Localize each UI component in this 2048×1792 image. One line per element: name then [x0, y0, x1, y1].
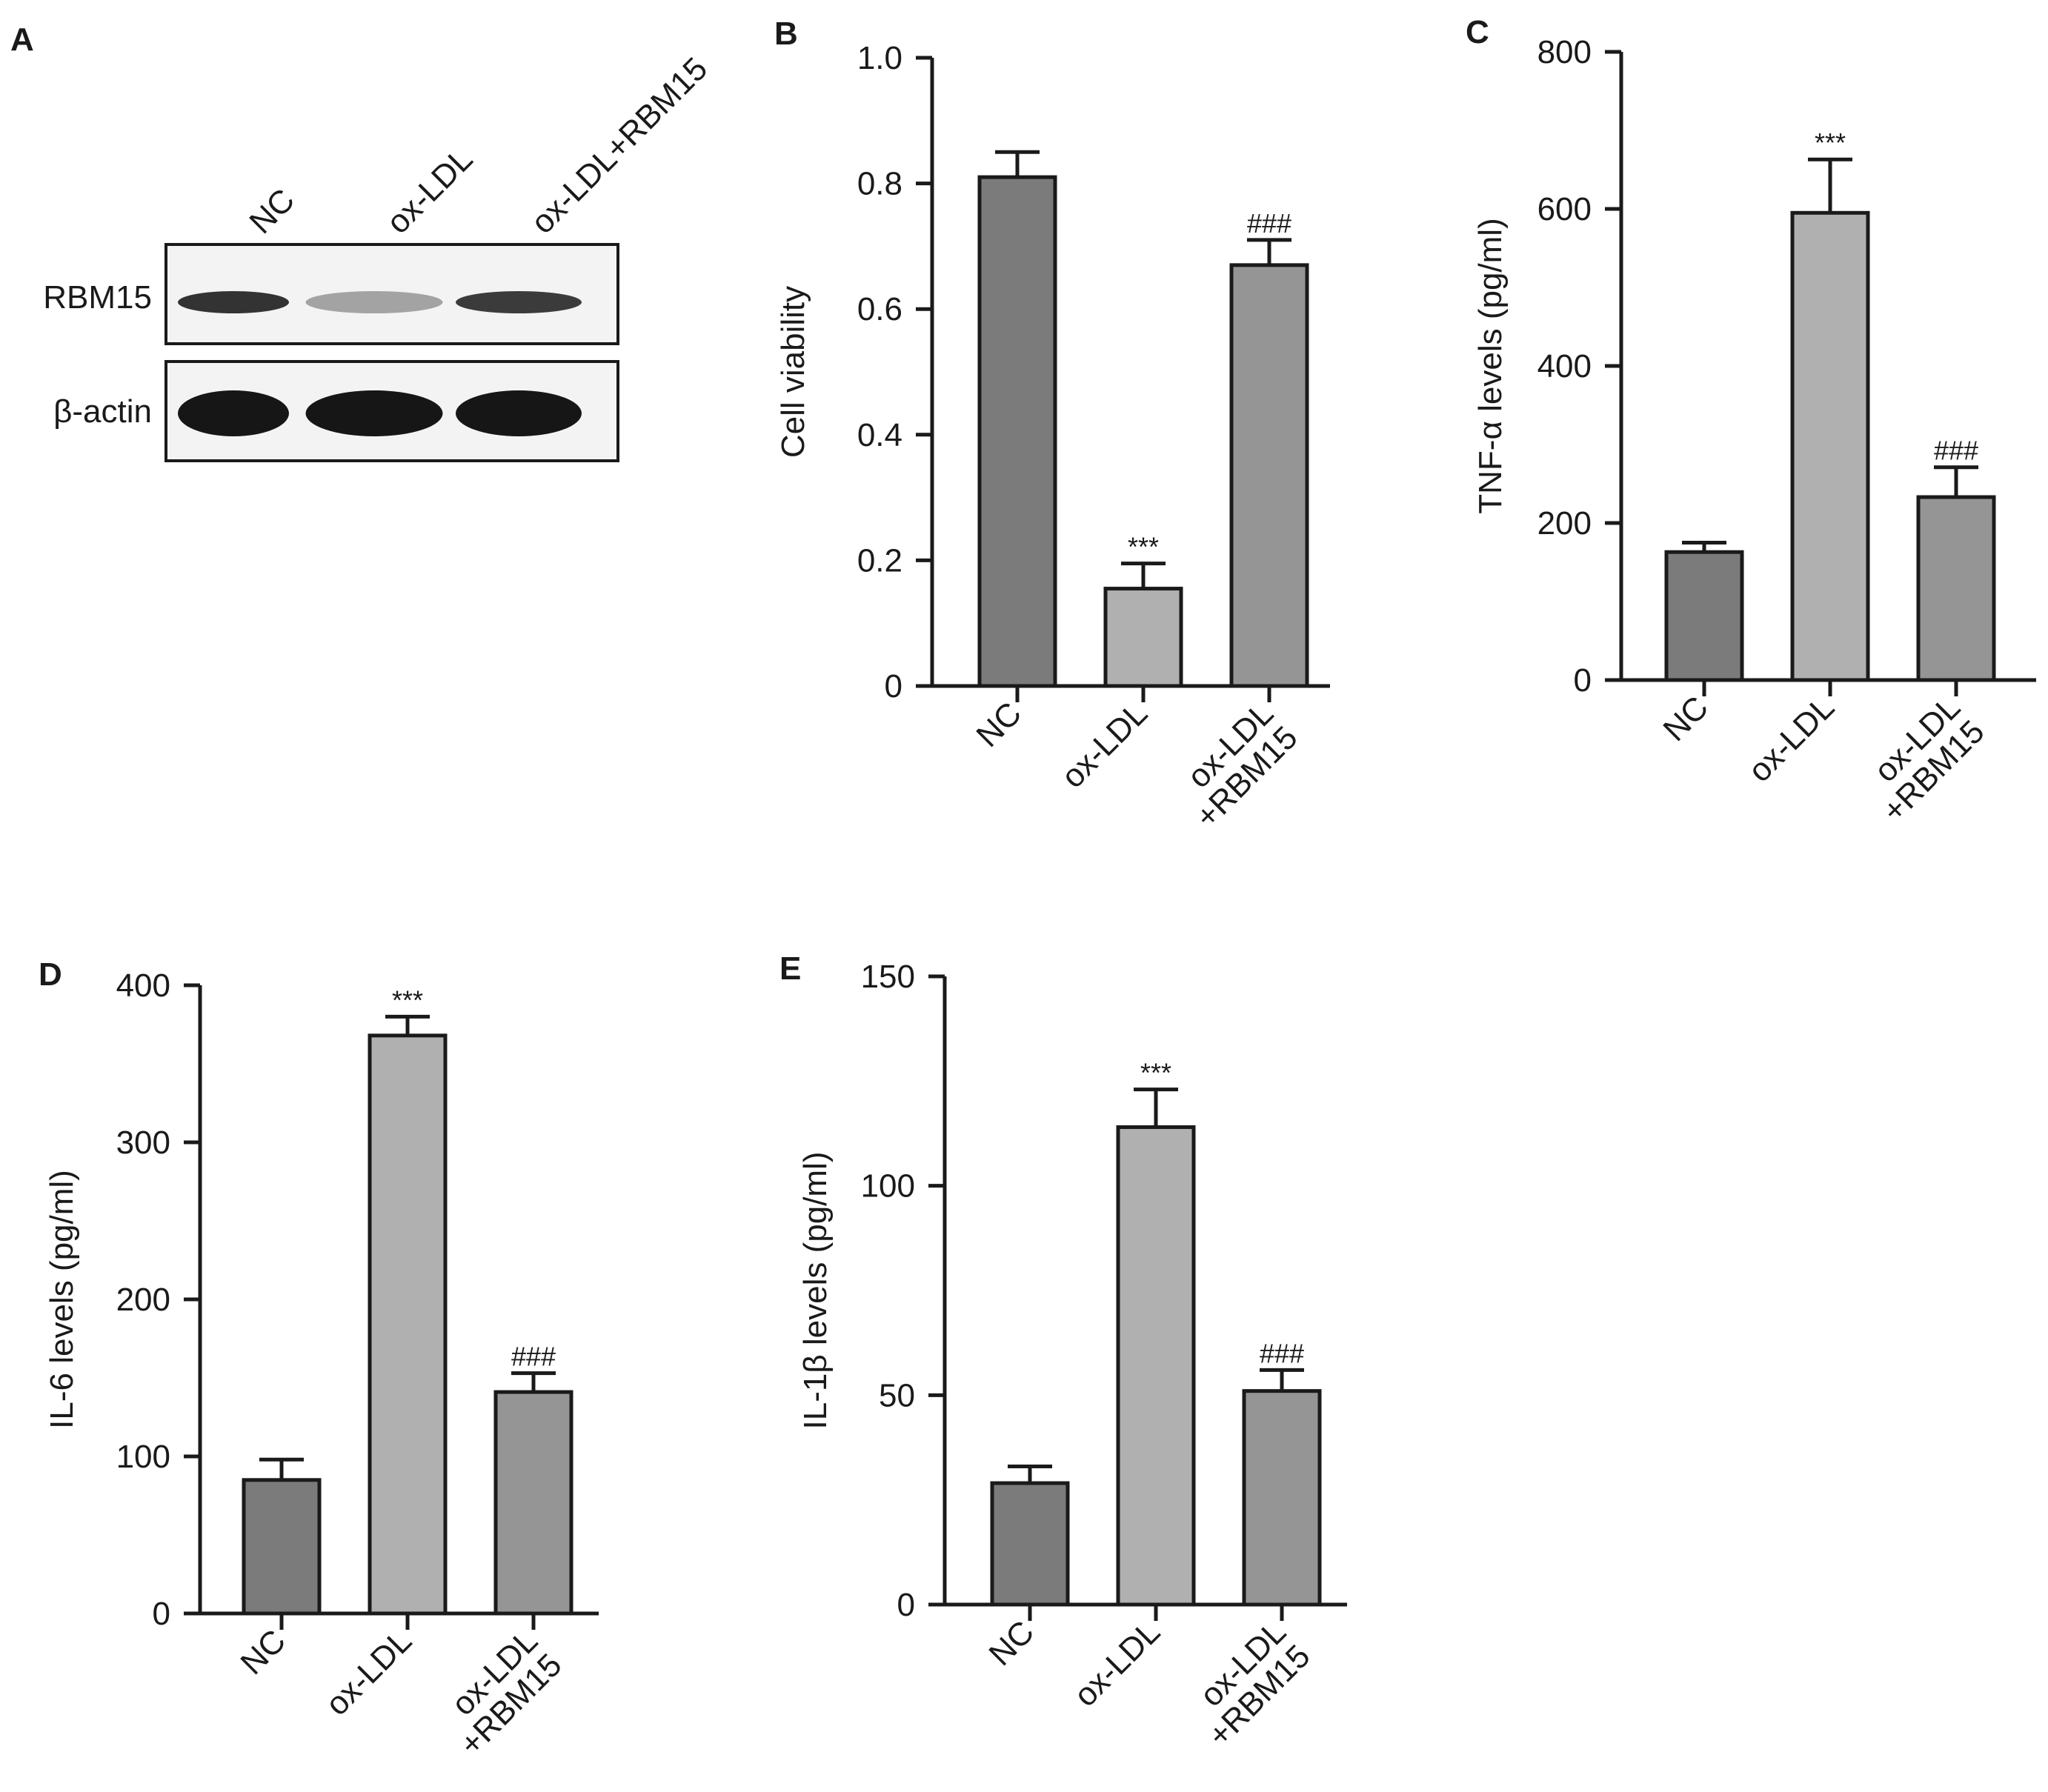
panel-letter-a: A [10, 21, 34, 58]
significance-label-b-ox-ldl-rbm15: ### [1247, 208, 1291, 239]
x-tick-label-d-nc: NC [233, 1622, 293, 1682]
x-tick-label-e-ox-ldl: ox-LDL [1067, 1613, 1167, 1713]
lane-label-ox-ldl: ox-LDL [379, 141, 479, 241]
y-tick-label-e: 0 [897, 1587, 915, 1623]
blot-band-actin-ox-ldl [305, 390, 443, 436]
blot-band-rbm15-ox-ldl-rbm15 [456, 291, 582, 313]
blot-band-rbm15-nc [178, 291, 289, 313]
y-tick-label-b: 1.0 [857, 40, 902, 76]
y-tick-label-c: 200 [1537, 505, 1592, 542]
y-tick-label-b: 0.6 [857, 291, 902, 327]
x-tick-label-b-ox-ldl: ox-LDL [1054, 695, 1154, 795]
bar-e-ox-ldl-rbm15 [1242, 1389, 1322, 1607]
significance-label-e-ox-ldl: *** [1140, 1058, 1171, 1088]
significance-label-e-ox-ldl-rbm15: ### [1260, 1338, 1304, 1368]
y-tick-label-e: 150 [861, 959, 915, 995]
y-tick-label-d: 0 [153, 1596, 170, 1632]
significance-label-d-ox-ldl-rbm15: ### [511, 1342, 556, 1372]
lane-label-ox-ldl-rbm15: ox-LDL+RBM15 [524, 50, 714, 241]
chart-panel-b: B *** ### 0 0.2 0.4 0.6 0.8 1.0 NC ox-LDL ox-LDL+RB… [774, 16, 1330, 836]
y-tick-label-d: 200 [116, 1282, 170, 1318]
bar-d-ox-ldl [368, 1033, 448, 1616]
significance-label-b-ox-ldl: *** [1128, 532, 1159, 562]
x-tick-label-c-ox-ldl-rbm15: ox-LDL+RBM15 [1852, 689, 1992, 829]
bar-c-ox-ldl-rbm15 [1916, 495, 1996, 682]
y-tick-label-e: 100 [861, 1168, 915, 1205]
bar-b-ox-ldl [1103, 587, 1183, 688]
lane-label-nc: NC [242, 181, 302, 241]
bar-b-ox-ldl-rbm15 [1229, 263, 1309, 688]
blot-row-label-rbm15: RBM15 [43, 279, 152, 316]
y-tick-label-b: 0.4 [857, 417, 902, 453]
y-axis-title-b: Cell viability [775, 286, 811, 458]
bar-c-nc [1664, 550, 1744, 682]
bar-b-nc [977, 175, 1057, 688]
x-tick-label-c-nc: NC [1656, 689, 1715, 748]
y-axis-title-d: IL-6 levels (pg/ml) [44, 1170, 80, 1429]
x-tick-label-e-nc: NC [982, 1613, 1041, 1673]
bar-e-nc [990, 1481, 1070, 1607]
y-tick-label-c: 800 [1537, 34, 1592, 70]
x-tick-label-b-ox-ldl-rbm15: ox-LDL+RBM15 [1165, 695, 1305, 835]
bar-c-ox-ldl [1790, 210, 1870, 682]
y-tick-label-b: 0.2 [857, 542, 902, 579]
y-tick-label-c: 400 [1537, 348, 1592, 384]
significance-label-d-ox-ldl: *** [392, 985, 423, 1015]
x-tick-label-d-ox-ldl-rbm15: ox-LDL+RBM15 [429, 1622, 569, 1762]
y-tick-label-d: 400 [116, 967, 170, 1004]
bar-d-ox-ldl-rbm15 [493, 1390, 573, 1616]
x-tick-label-e-ox-ldl-rbm15: ox-LDL+RBM15 [1177, 1613, 1317, 1753]
x-tick-label-c-ox-ldl: ox-LDL [1741, 689, 1841, 789]
chart-panel-e: E *** ### 0 50 100 150 NC ox-LDL ox-LDL+RBM15 IL-1… [779, 950, 1347, 1754]
y-axis-title-e: IL-1β levels (pg/ml) [797, 1152, 834, 1430]
blot-row-label-beta-actin: β-actin [53, 393, 152, 430]
blot-band-rbm15-ox-ldl [305, 291, 443, 313]
y-tick-label-d: 100 [116, 1439, 170, 1475]
y-axis-title-c: TNF-α levels (pg/ml) [1472, 218, 1509, 513]
panel-letter-c: C [1466, 14, 1489, 50]
panel-letter-e: E [779, 950, 801, 987]
blot-band-actin-ox-ldl-rbm15 [456, 390, 582, 436]
panel-letter-b: B [774, 16, 798, 52]
x-tick-label-b-nc: NC [969, 695, 1028, 754]
y-tick-label-c: 600 [1537, 191, 1592, 227]
y-tick-label-c: 0 [1574, 662, 1592, 699]
significance-label-c-ox-ldl: *** [1815, 127, 1846, 158]
chart-panel-d: D *** ### 0 100 200 300 400 NC ox-LDL ox-LDL+RBM15… [39, 956, 599, 1763]
significance-label-c-ox-ldl-rbm15: ### [1934, 436, 1978, 466]
x-tick-label-d-ox-ldl: ox-LDL [319, 1622, 419, 1722]
y-tick-label-b: 0.8 [857, 166, 902, 202]
y-tick-label-b: 0 [885, 668, 902, 705]
chart-panel-c: C *** ### 0 200 400 600 800 NC ox-LDL ox-LDL+RBM15… [1466, 14, 2036, 830]
western-blot-panel: A NC ox-LDL ox-LDL+RBM15 RBM15 β-actin [10, 21, 714, 462]
bar-e-ox-ldl [1116, 1125, 1196, 1607]
panel-letter-d: D [39, 956, 62, 993]
blot-band-actin-nc [178, 390, 289, 436]
blot-bands [178, 291, 582, 436]
y-tick-label-d: 300 [116, 1125, 170, 1161]
y-tick-label-e: 50 [879, 1377, 915, 1413]
bar-d-nc [242, 1478, 322, 1616]
